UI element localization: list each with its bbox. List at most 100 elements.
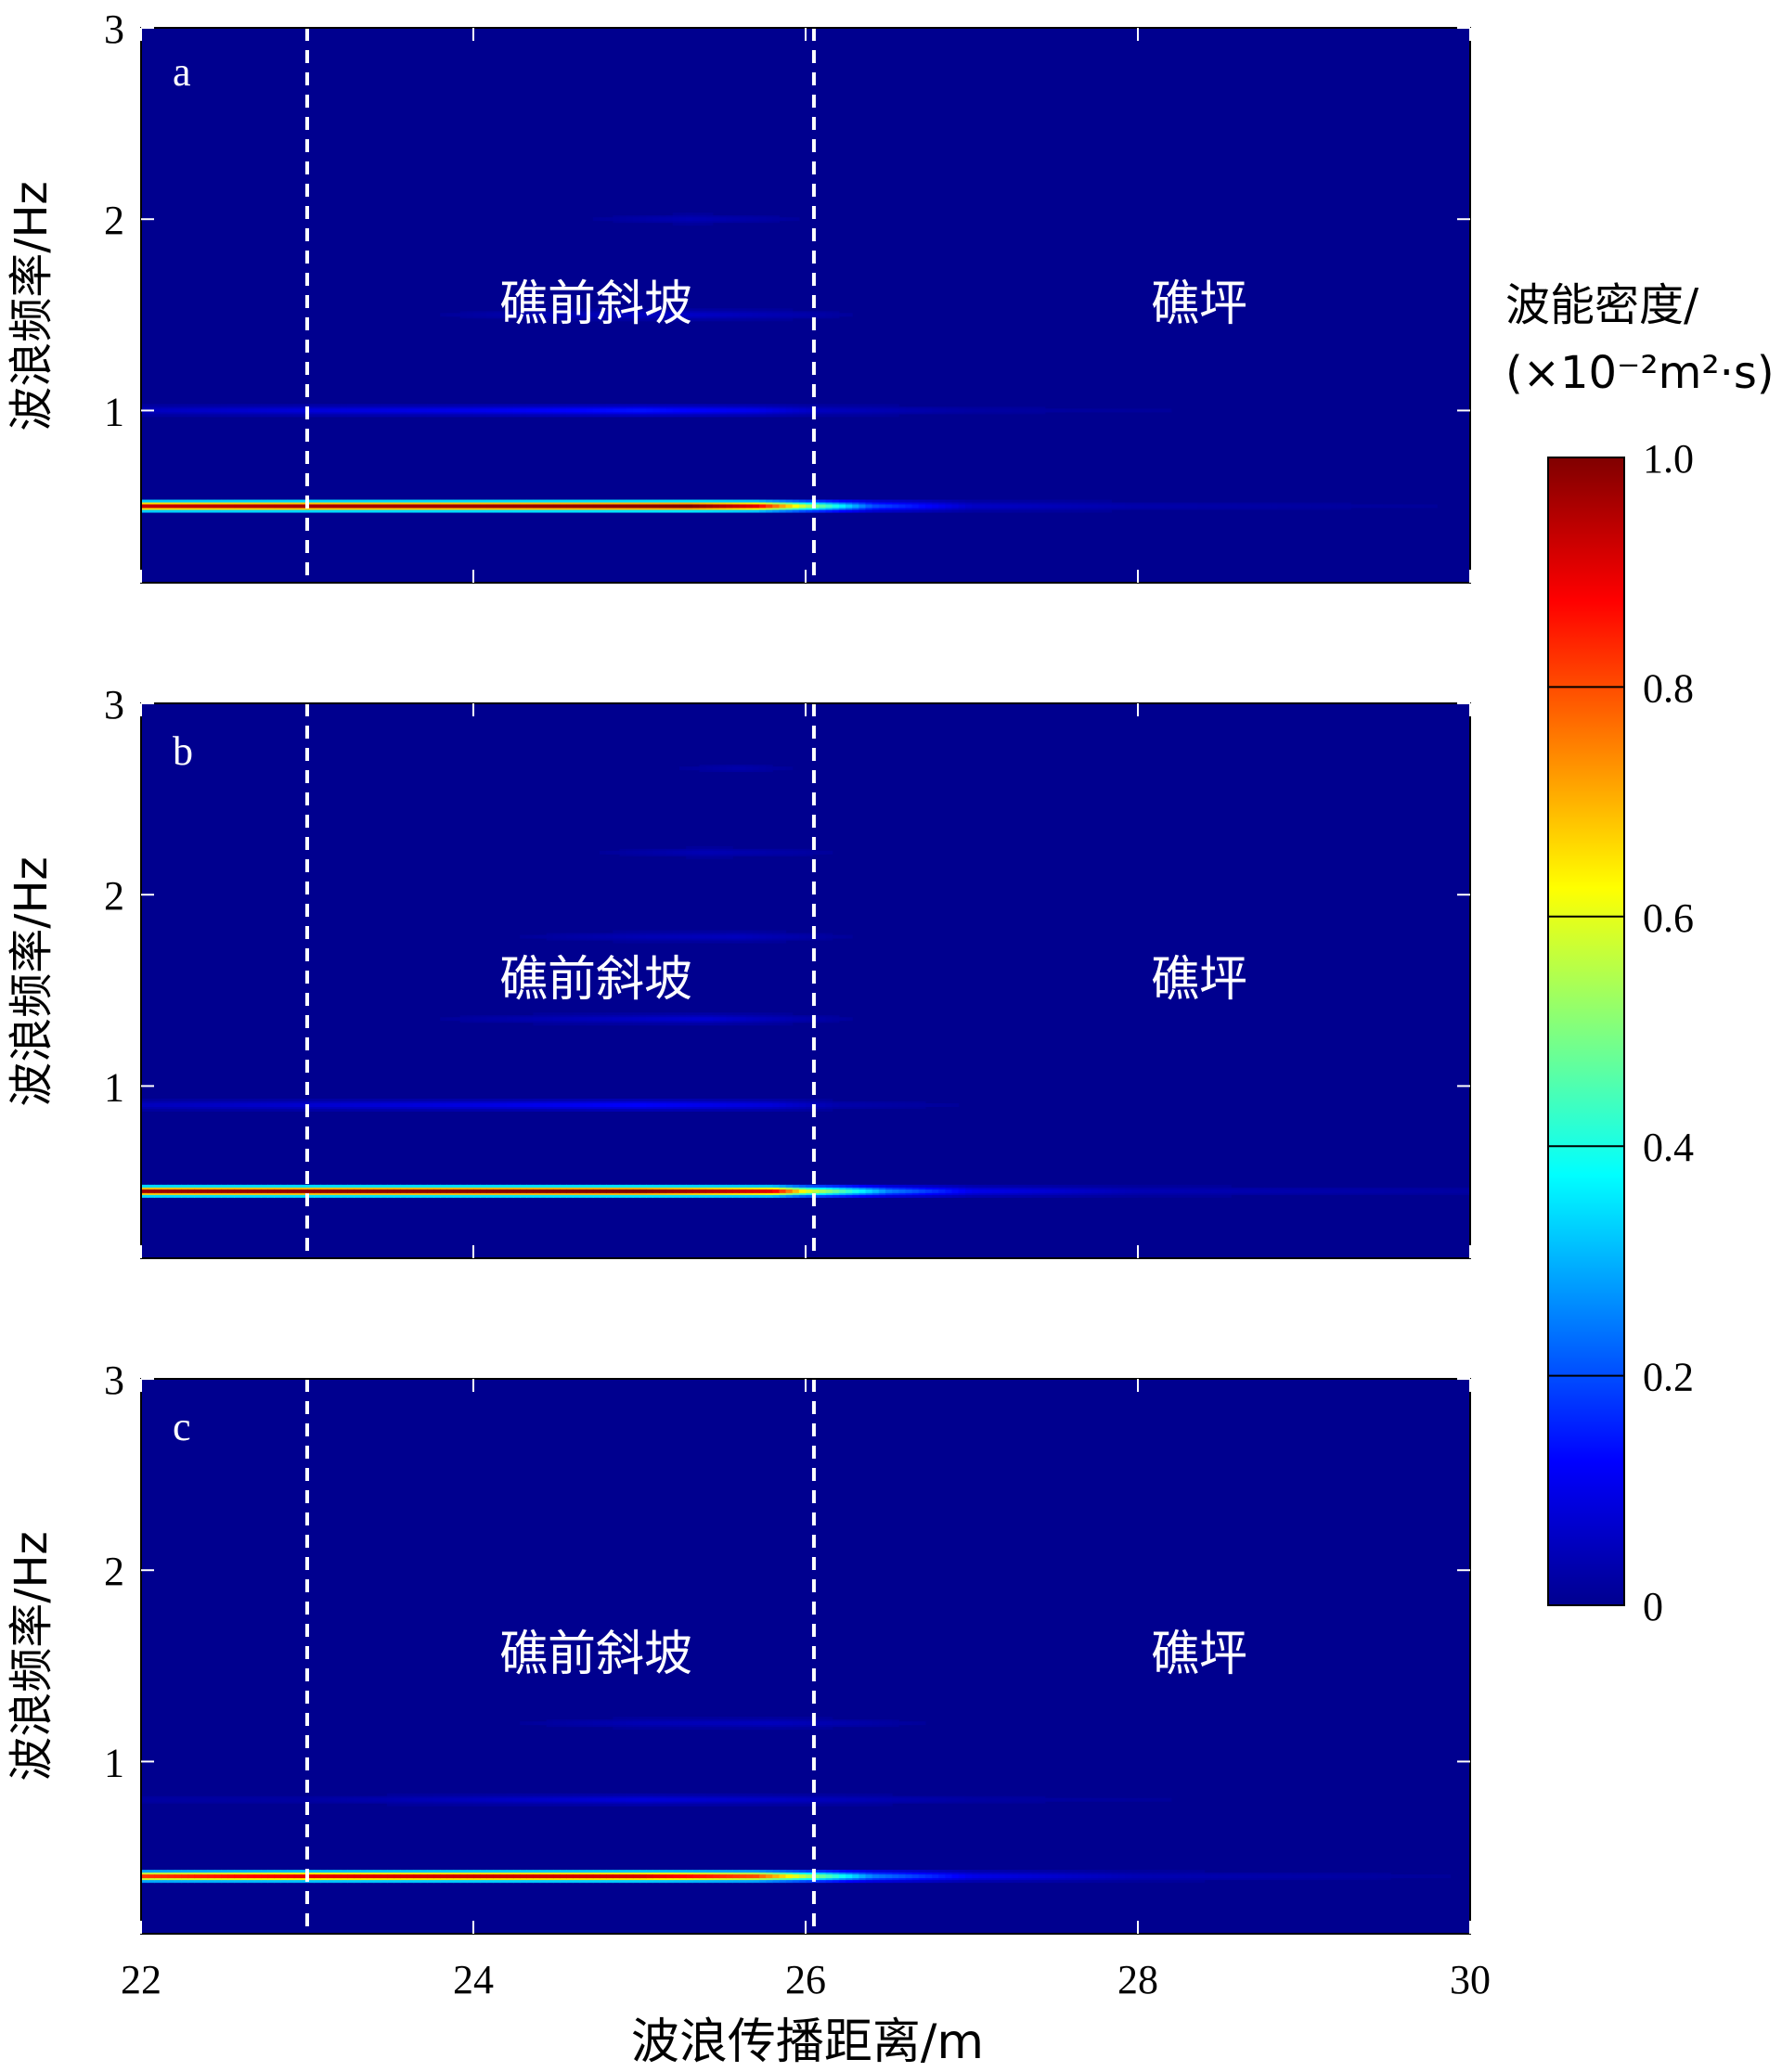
band-cell — [646, 1189, 653, 1193]
band-cell — [1350, 504, 1358, 508]
band-cell — [692, 1189, 701, 1193]
band-cell — [732, 1874, 740, 1879]
band-cell — [812, 504, 820, 508]
band-cell — [314, 408, 321, 413]
band-cell — [1138, 1797, 1145, 1802]
band-cell — [533, 934, 541, 939]
band-cell — [758, 850, 767, 855]
band-cell — [154, 1797, 162, 1802]
band-cell — [825, 850, 833, 855]
band-cell — [785, 1017, 794, 1022]
band-cell — [718, 217, 727, 222]
band-cell — [772, 1721, 780, 1726]
band-cell — [174, 1874, 182, 1879]
band-cell — [845, 1721, 853, 1726]
band-cell — [1104, 408, 1112, 413]
band-cell — [1111, 1189, 1119, 1193]
band-cell — [573, 934, 581, 939]
band-cell — [772, 850, 780, 855]
band-cell — [865, 1189, 873, 1193]
band-cell — [380, 1797, 388, 1802]
band-cell — [194, 1874, 202, 1879]
band-cell — [1011, 1189, 1019, 1193]
band-cell — [459, 1874, 468, 1879]
band-cell — [1071, 1797, 1079, 1802]
band-cell — [600, 1721, 607, 1726]
band-cell — [533, 313, 541, 317]
band-cell — [1311, 1189, 1318, 1193]
band-cell — [213, 1189, 222, 1193]
band-cell — [1151, 408, 1159, 413]
band-cell — [606, 850, 613, 855]
band-cell — [1257, 1874, 1265, 1879]
band-cell — [752, 313, 760, 317]
band-cell — [394, 408, 401, 413]
band-cell — [440, 1017, 447, 1022]
y-tick-label: 2 — [104, 198, 124, 243]
band-cell — [1271, 1189, 1278, 1193]
band-cell — [512, 1797, 521, 1802]
band-cell — [898, 1189, 906, 1193]
band-cell — [1237, 504, 1246, 508]
band-cell — [632, 850, 640, 855]
band-cell — [600, 850, 607, 855]
band-cell — [613, 1189, 621, 1193]
band-cell — [1350, 1189, 1358, 1193]
band-cell — [739, 1797, 747, 1802]
band-cell — [1250, 1874, 1259, 1879]
band-cell — [426, 1189, 434, 1193]
band-cell — [705, 766, 714, 771]
band-cell — [426, 504, 434, 508]
band-cell — [473, 408, 481, 413]
band-cell — [779, 766, 787, 771]
band-cell — [626, 504, 634, 508]
colorbar-tick-label: 1.0 — [1643, 436, 1694, 482]
band-cell — [274, 1797, 281, 1802]
band-cell — [506, 408, 514, 413]
band-cell — [652, 1189, 661, 1193]
band-cell — [819, 313, 827, 317]
band-cell — [453, 1797, 461, 1802]
band-cell — [859, 1721, 867, 1726]
band-cell — [280, 1874, 289, 1879]
band-cell — [1330, 1874, 1338, 1879]
band-cell — [985, 408, 993, 413]
band-cell — [613, 408, 621, 413]
band-cell — [1124, 1189, 1132, 1193]
band-cell — [1157, 1797, 1166, 1802]
band-cell — [772, 1874, 780, 1879]
band-cell — [453, 313, 461, 317]
band-cell — [792, 1189, 800, 1193]
band-cell — [1124, 1874, 1132, 1879]
band-cell — [659, 934, 667, 939]
band-cell — [440, 1874, 447, 1879]
band-cell — [652, 1103, 661, 1108]
band-cell — [998, 408, 1006, 413]
band-cell — [1324, 1874, 1332, 1879]
band-cell — [354, 1103, 361, 1108]
band-cell — [632, 217, 640, 222]
band-cell — [1124, 1797, 1132, 1802]
band-cell — [493, 1797, 501, 1802]
band-cell — [1184, 1874, 1192, 1879]
band-cell — [892, 408, 899, 413]
band-cell — [845, 1103, 853, 1108]
band-cell — [958, 1189, 966, 1193]
band-cell — [686, 504, 693, 508]
band-cell — [832, 1797, 840, 1802]
band-cell — [619, 217, 627, 222]
band-cell — [440, 1797, 447, 1802]
band-cell — [792, 1103, 800, 1108]
band-cell — [161, 1189, 169, 1193]
band-cell — [606, 1721, 613, 1726]
band-cell — [213, 1103, 222, 1108]
band-cell — [1038, 408, 1046, 413]
band-cell — [945, 408, 953, 413]
band-cell — [579, 408, 588, 413]
band-cell — [566, 1189, 574, 1193]
band-cell — [632, 1874, 640, 1879]
band-cell — [1117, 1797, 1126, 1802]
band-cell — [180, 408, 188, 413]
band-cell — [672, 504, 680, 508]
band-cell — [772, 1103, 780, 1108]
